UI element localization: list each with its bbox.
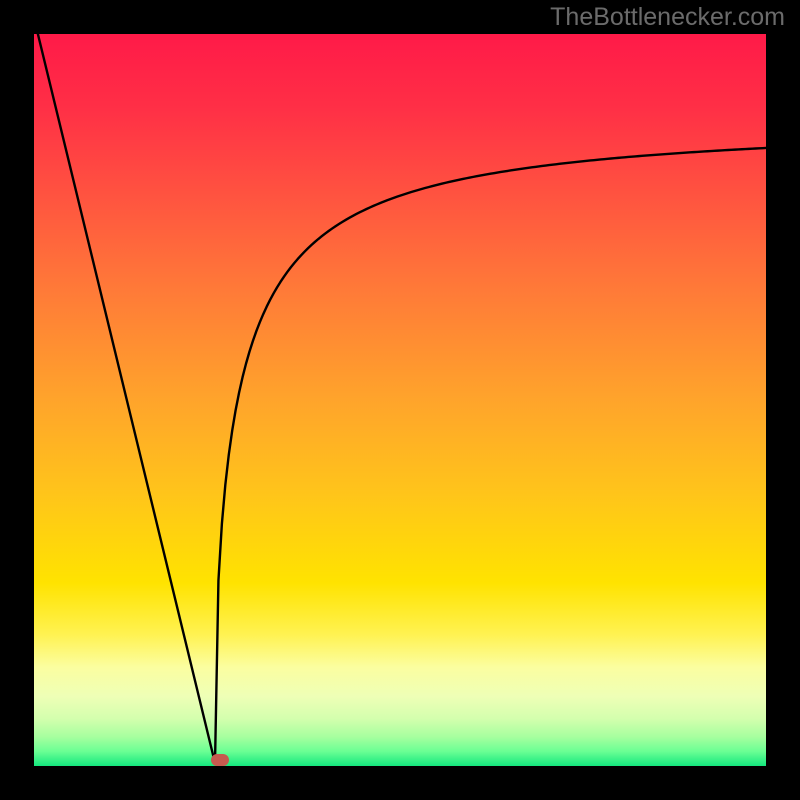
plot-area — [34, 34, 766, 766]
chart-frame: TheBottlenecker.com — [0, 0, 800, 800]
optimal-point-marker — [211, 754, 229, 766]
watermark-text: TheBottlenecker.com — [550, 3, 785, 32]
